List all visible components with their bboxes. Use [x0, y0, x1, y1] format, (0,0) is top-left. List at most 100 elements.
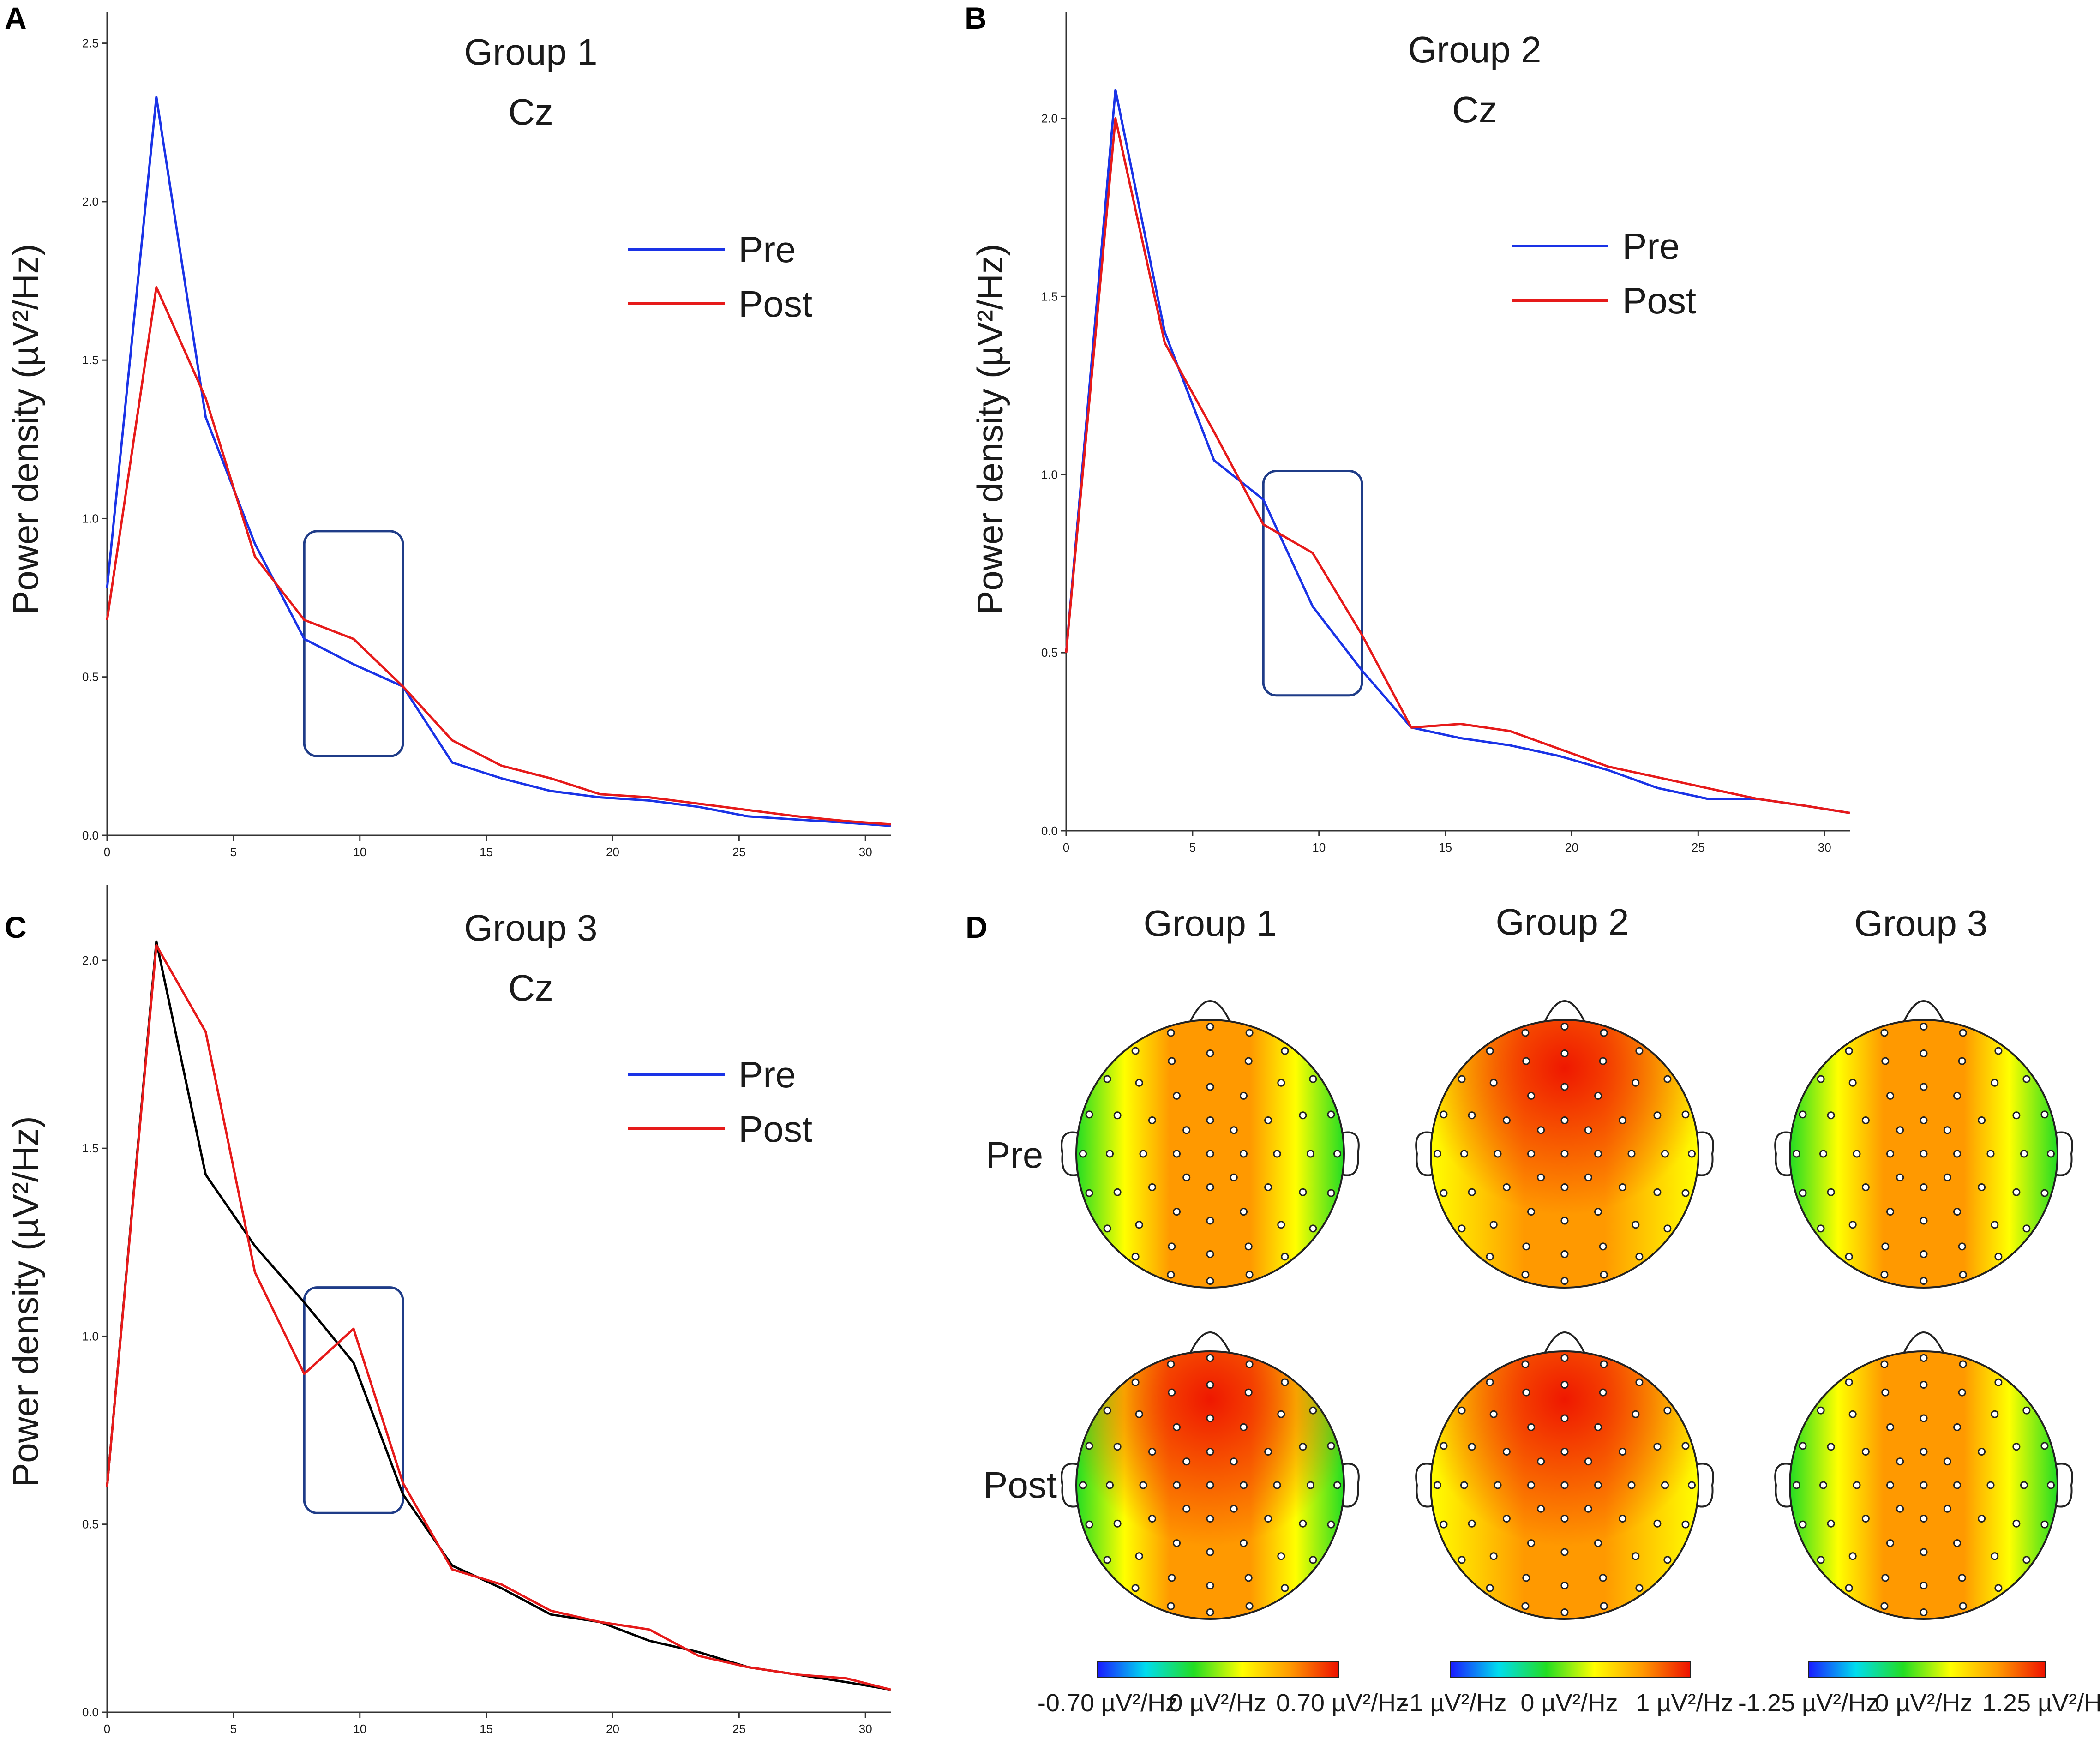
y-tick-label: 1.5: [1041, 289, 1058, 303]
panel-letter-a: A: [5, 1, 27, 35]
right-ear-outline: [2055, 1131, 2073, 1176]
electrode: [1886, 1208, 1894, 1216]
electrode: [1920, 1381, 1928, 1389]
electrode: [1240, 1539, 1248, 1547]
electrode: [1273, 1150, 1281, 1158]
series-line-post: [106, 286, 891, 826]
electrode: [1599, 1574, 1607, 1582]
electrode: [1799, 1442, 1807, 1450]
topomap-column-title-group-2: Group 2: [1495, 901, 1629, 942]
electrode: [1206, 1448, 1214, 1456]
axes: 0.0 0.5 1.0 1.5 2.0 2.5 0 5 10 15 20 25 30: [82, 12, 891, 859]
electrode: [1299, 1111, 1307, 1120]
electrode: [1131, 1253, 1140, 1261]
electrode: [1848, 1552, 1857, 1560]
colorbar: [1808, 1661, 2046, 1678]
electrode: [1920, 1448, 1928, 1456]
x-tick-label: 20: [606, 1722, 619, 1736]
electrode: [1881, 1574, 1890, 1582]
y-axis-label: Power density (µV²/Hz): [5, 1116, 46, 1487]
chart-subtitle: Cz: [1452, 89, 1497, 130]
electrode: [1277, 1410, 1285, 1418]
topomap-head: [1415, 1331, 1714, 1620]
legend: Pre Post: [628, 229, 812, 324]
electrode: [1309, 1075, 1317, 1083]
electrode: [1560, 1515, 1569, 1523]
electrode: [1244, 1388, 1253, 1397]
electrode: [1522, 1574, 1530, 1582]
electrode: [1594, 1423, 1602, 1431]
electrode: [1206, 1083, 1214, 1091]
electrode: [1167, 1602, 1175, 1610]
electrode: [1206, 1150, 1214, 1158]
electrode: [1920, 1083, 1928, 1091]
electrode: [1299, 1443, 1307, 1451]
y-tick-label: 1.5: [82, 1141, 99, 1155]
electrode: [1167, 1360, 1175, 1368]
electrode: [1560, 1049, 1569, 1057]
highlight-box: [303, 1286, 404, 1514]
highlight-rect: [303, 530, 404, 757]
electrode: [1663, 1556, 1672, 1564]
electrode: [1299, 1519, 1307, 1528]
electrode: [1594, 1150, 1602, 1158]
electrode: [1663, 1224, 1672, 1233]
electrode: [1943, 1173, 1951, 1181]
electrode: [1619, 1116, 1627, 1124]
legend: Pre Post: [1512, 226, 1696, 321]
electrode: [1600, 1271, 1608, 1279]
x-tick-label: 30: [1818, 840, 1831, 854]
right-ear-outline: [1342, 1463, 1360, 1508]
electrode: [2022, 1224, 2031, 1233]
y-axis-label: Power density (µV²/Hz): [970, 244, 1010, 614]
electrode: [1240, 1481, 1248, 1489]
electrode: [1537, 1126, 1545, 1134]
electrode: [1103, 1224, 1111, 1233]
electrode: [1281, 1253, 1289, 1261]
electrode: [1281, 1584, 1289, 1592]
electrode: [1264, 1116, 1272, 1124]
electrode: [1560, 1250, 1569, 1258]
electrode: [1958, 1574, 1966, 1582]
electrode: [1103, 1075, 1111, 1083]
electrode: [1527, 1539, 1535, 1547]
electrode: [1168, 1242, 1176, 1251]
electrode: [1584, 1173, 1592, 1181]
electrode: [1113, 1443, 1122, 1451]
left-ear-outline: [1061, 1131, 1079, 1176]
electrode: [1309, 1406, 1317, 1415]
electrode: [1206, 1183, 1214, 1191]
electrode: [2040, 1110, 2049, 1119]
x-tick-label: 30: [859, 1722, 872, 1736]
electrode: [1521, 1029, 1530, 1037]
electrode: [1281, 1378, 1289, 1386]
panel-letter-c: C: [5, 910, 27, 944]
highlight-rect: [1262, 470, 1363, 697]
topomap-row-label-pre: Pre: [986, 1134, 1044, 1175]
electrode: [1959, 1602, 1967, 1610]
nose-outline: [1543, 1331, 1586, 1355]
electrode: [1920, 1608, 1928, 1616]
electrode: [1113, 1519, 1122, 1528]
electrode: [1819, 1481, 1827, 1489]
chart-title: Group 1: [464, 31, 597, 72]
electrode: [1661, 1150, 1669, 1158]
electrode: [1661, 1481, 1669, 1489]
x-tick-label: 20: [1565, 840, 1578, 854]
electrode: [1978, 1116, 1986, 1124]
electrode: [1994, 1584, 2003, 1592]
left-ear-outline: [1415, 1463, 1433, 1508]
electrode: [1817, 1406, 1825, 1415]
electrode: [1206, 1354, 1214, 1362]
electrode: [1131, 1378, 1140, 1386]
electrode: [1635, 1584, 1644, 1592]
topomap-panel-d: Group 1 Group 2 Group 3 Pre Post -0.70 µ…: [983, 901, 2100, 1717]
electrode: [1299, 1188, 1307, 1196]
electrode: [1953, 1539, 1961, 1547]
legend-label-post: Post: [738, 1109, 812, 1150]
left-ear-outline: [1774, 1463, 1792, 1508]
electrode: [1819, 1150, 1827, 1158]
electrode: [1978, 1183, 1986, 1191]
electrode: [1489, 1410, 1498, 1418]
